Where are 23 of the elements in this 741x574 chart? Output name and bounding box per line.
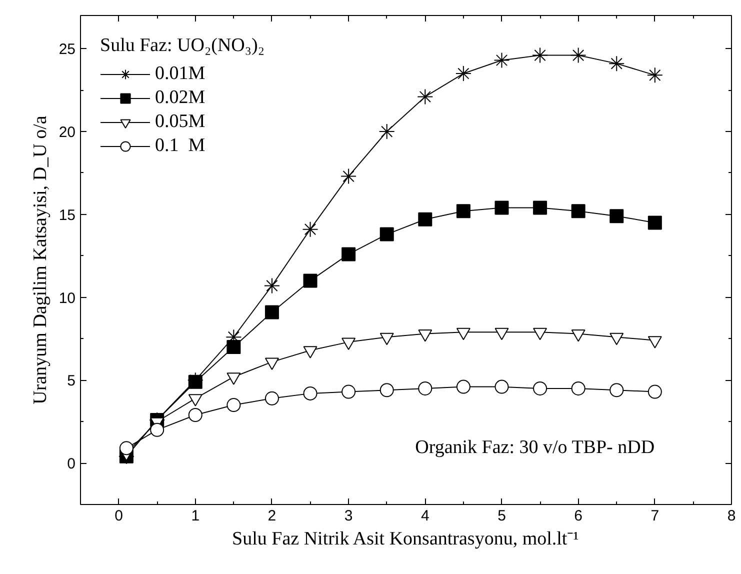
- x-tick-label: 2: [268, 508, 276, 524]
- y-tick-label: 15: [58, 206, 76, 224]
- legend-label: 0.1 M: [155, 134, 206, 158]
- y-tick-label: 20: [58, 124, 76, 142]
- legend-label: 0.01M: [155, 62, 206, 86]
- y-tick-label: 0: [67, 456, 76, 473]
- x-axis-title: Sulu Faz Nitrik Asit Konsantrasyonu, mol.lt⁻¹: [232, 528, 580, 550]
- y-tick-label: 25: [58, 41, 76, 58]
- x-tick-label: 6: [574, 508, 582, 524]
- legend-title: Sulu Faz: UO₂(NO₃)₂: [100, 35, 264, 57]
- x-tick-label: 5: [498, 508, 506, 524]
- x-tick-label: 1: [191, 508, 200, 524]
- x-tick-label: 7: [650, 508, 660, 524]
- legend-label: 0.02M: [155, 86, 206, 110]
- y-tick-label: 10: [58, 290, 76, 307]
- x-tick-label: 4: [420, 508, 430, 524]
- x-tick-label: 3: [344, 508, 353, 524]
- legend-label: 0.05M: [155, 110, 206, 134]
- y-tick-label: 5: [67, 372, 76, 390]
- y-axis-title: Uranyum Dagilim Katsayisi, D_U o/a: [30, 115, 51, 404]
- annotation: Organik Faz: 30 v/o TBP- nDD: [415, 437, 655, 458]
- x-tick-label: 8: [727, 508, 736, 524]
- x-tick-label: 0: [114, 508, 123, 524]
